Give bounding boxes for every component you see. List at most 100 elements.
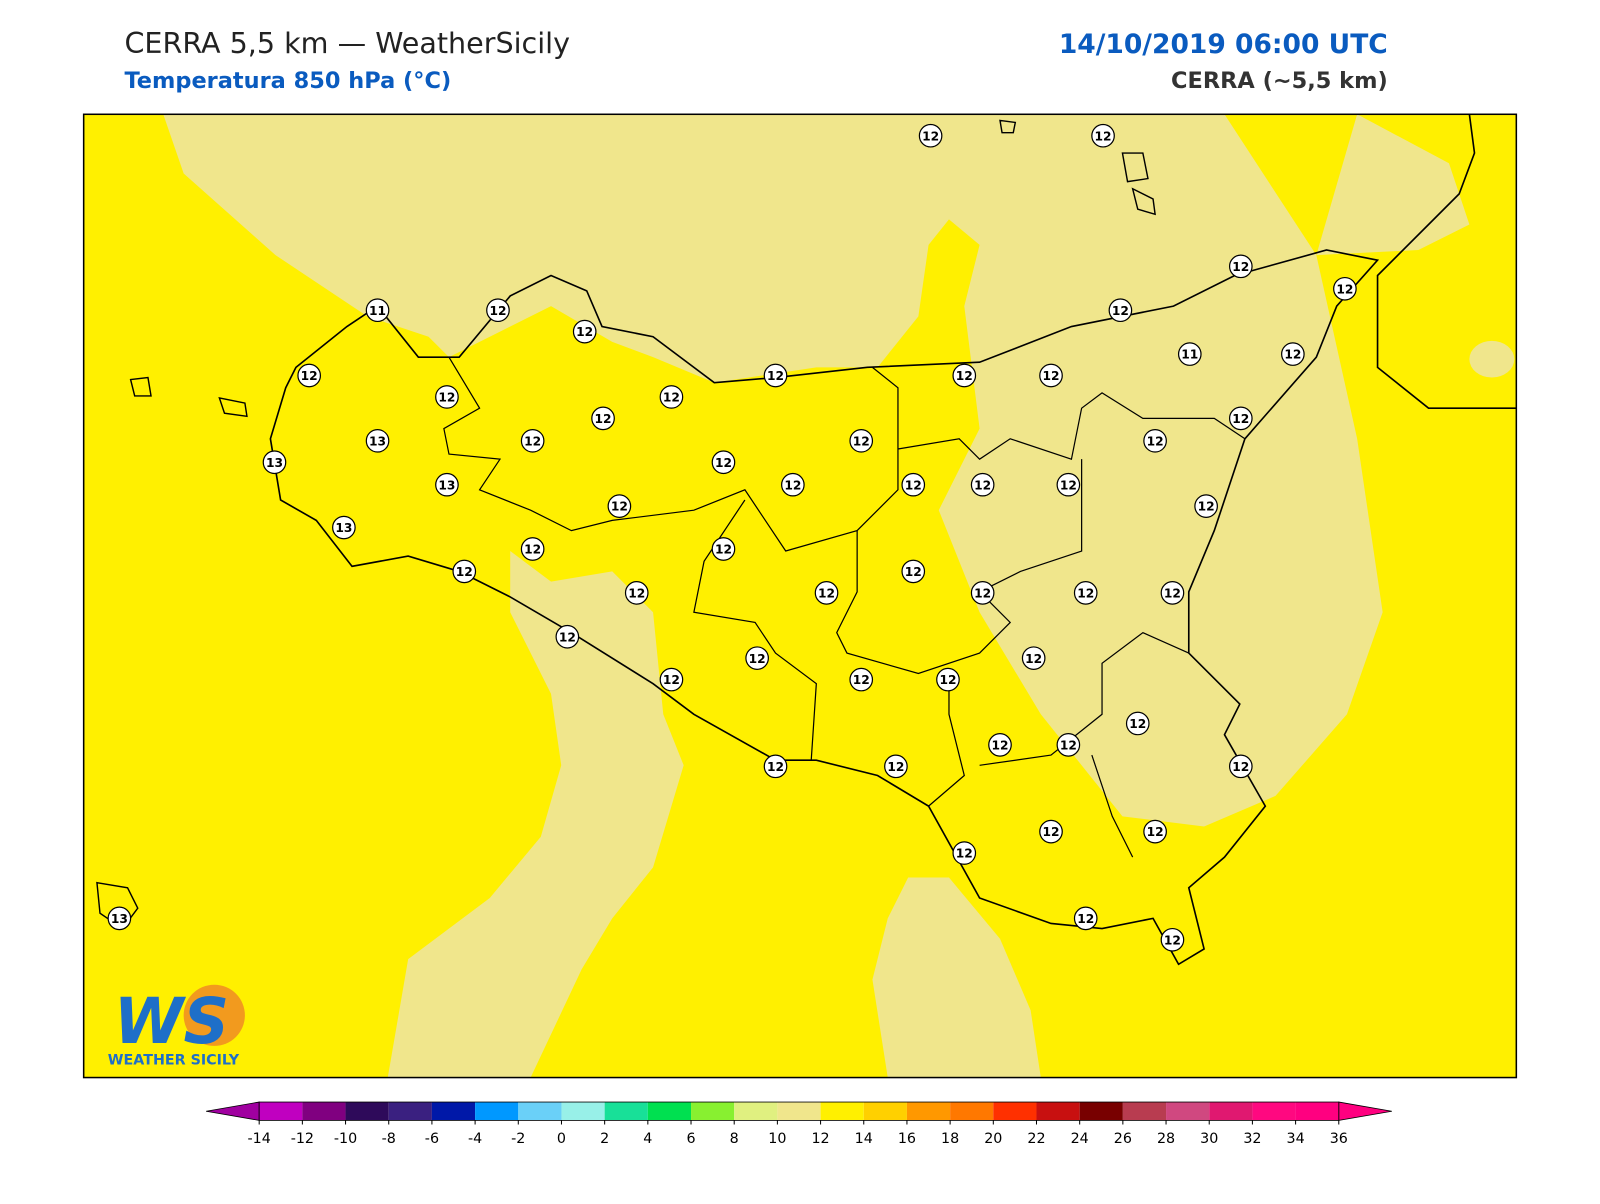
station-marker [970, 472, 995, 497]
station-value: 12 [784, 478, 801, 492]
station-value: 12 [853, 434, 870, 448]
colorbar-tick-label: 22 [1027, 1131, 1045, 1147]
colorbar-segment [388, 1102, 432, 1121]
colorbar-tick-label: 34 [1287, 1131, 1305, 1147]
station-value: 11 [369, 304, 386, 318]
station-value: 12 [489, 304, 506, 318]
logo-text: WEATHER SICILY [108, 1052, 240, 1068]
station-marker [781, 472, 805, 497]
coastline [1376, 114, 1517, 409]
colorbar-tick-label: 18 [941, 1131, 959, 1147]
colorbar-tick-label: 32 [1243, 1131, 1261, 1147]
colorbar-tick-label: -10 [334, 1131, 357, 1147]
station-marker [1160, 581, 1185, 605]
colorbar-tick-label: 36 [1330, 1131, 1348, 1147]
station-value: 12 [1077, 586, 1094, 600]
colorbar-tick-label: -12 [291, 1131, 314, 1147]
colorbar: -14 -12 -10 -8 -6 -4 -2 0 2 4 6 8 10 12 14 16 18 20 22 24 26… [206, 1101, 1392, 1147]
station-value: 12 [1284, 348, 1301, 362]
station-value: 11 [1181, 348, 1198, 362]
colorbar-tick-label: 0 [557, 1131, 566, 1147]
colorbar-tick-label: -6 [425, 1131, 439, 1147]
station-value: 12 [1147, 825, 1164, 839]
station-marker [1039, 363, 1063, 388]
colorbar-segment [1079, 1102, 1123, 1121]
station-marker [555, 624, 580, 649]
station-value: 12 [749, 652, 766, 666]
colorbar-tick-label: -4 [468, 1131, 482, 1147]
station-value: 12 [628, 586, 645, 600]
station-value: 12 [438, 391, 455, 405]
colorbar-segment [691, 1102, 735, 1121]
station-value: 12 [956, 369, 973, 383]
station-marker [952, 363, 977, 388]
colorbar-segment [431, 1102, 476, 1121]
colorbar-segment [777, 1102, 821, 1121]
colorbar-segment [950, 1102, 994, 1121]
station-value: 12 [1336, 282, 1353, 296]
station-value: 12 [456, 565, 473, 579]
station-value: 12 [922, 129, 939, 143]
colorbar-tick-label: 6 [686, 1131, 695, 1147]
station-value: 12 [1043, 369, 1060, 383]
station-value: 12 [767, 369, 784, 383]
station-marker [1073, 906, 1098, 931]
colorbar-segment [734, 1102, 778, 1121]
colorbar-over [1338, 1101, 1392, 1121]
station-value: 12 [1095, 129, 1112, 143]
station-marker [297, 363, 322, 388]
station-marker [918, 123, 943, 148]
colorbar-tick-label: -8 [382, 1131, 396, 1147]
station-value: 12 [1060, 738, 1077, 752]
station-value: 13 [335, 521, 352, 535]
station-marker [988, 733, 1012, 757]
model-label: CERRA (~5,5 km) [1171, 68, 1388, 94]
colorbar-segment [647, 1102, 692, 1121]
colorbar-segment [345, 1102, 389, 1121]
colorbar-segment [1252, 1102, 1296, 1121]
station-marker [745, 646, 769, 670]
colorbar-segment [820, 1102, 864, 1121]
field-light [1469, 340, 1515, 378]
colorbar-segment [1122, 1102, 1167, 1121]
station-marker [520, 428, 545, 453]
station-value: 12 [887, 760, 904, 774]
station-marker [1108, 298, 1133, 323]
station-marker [1021, 646, 1046, 670]
station-value: 12 [991, 738, 1008, 752]
station-marker [711, 450, 736, 475]
field-light [163, 114, 1470, 827]
coastline [269, 249, 1380, 966]
station-marker [763, 754, 788, 779]
station-marker [1073, 581, 1098, 605]
colorbar-tick-label: 20 [984, 1131, 1002, 1147]
station-marker [365, 428, 390, 453]
colorbar-tick-label: 12 [811, 1131, 829, 1147]
station-value: 12 [956, 847, 973, 861]
station-marker [1039, 819, 1063, 844]
station-value: 12 [524, 434, 541, 448]
station-marker [1160, 927, 1185, 952]
station-value: 12 [301, 369, 318, 383]
station-value: 12 [1025, 652, 1042, 666]
station-marker [849, 428, 874, 453]
colorbar-segment [259, 1102, 303, 1121]
station-value: 12 [1077, 912, 1094, 926]
station-marker [901, 472, 926, 497]
colorbar-tick-label: 2 [600, 1131, 609, 1147]
station-marker [332, 515, 356, 540]
station-value: 12 [939, 673, 956, 687]
colorbar-tick-label: 14 [855, 1131, 873, 1147]
station-value: 12 [663, 391, 680, 405]
station-marker [1143, 819, 1167, 844]
station-value: 12 [595, 412, 612, 426]
station-marker [936, 667, 960, 692]
province-borders [443, 356, 1246, 858]
title: CERRA 5,5 km — WeatherSicily [124, 26, 570, 60]
station-value: 12 [1164, 933, 1181, 947]
station-value: 12 [1147, 434, 1164, 448]
station-value: 12 [1198, 500, 1215, 514]
station-value: 12 [1129, 717, 1146, 731]
station-value: 12 [663, 673, 680, 687]
station-marker [1281, 342, 1305, 366]
